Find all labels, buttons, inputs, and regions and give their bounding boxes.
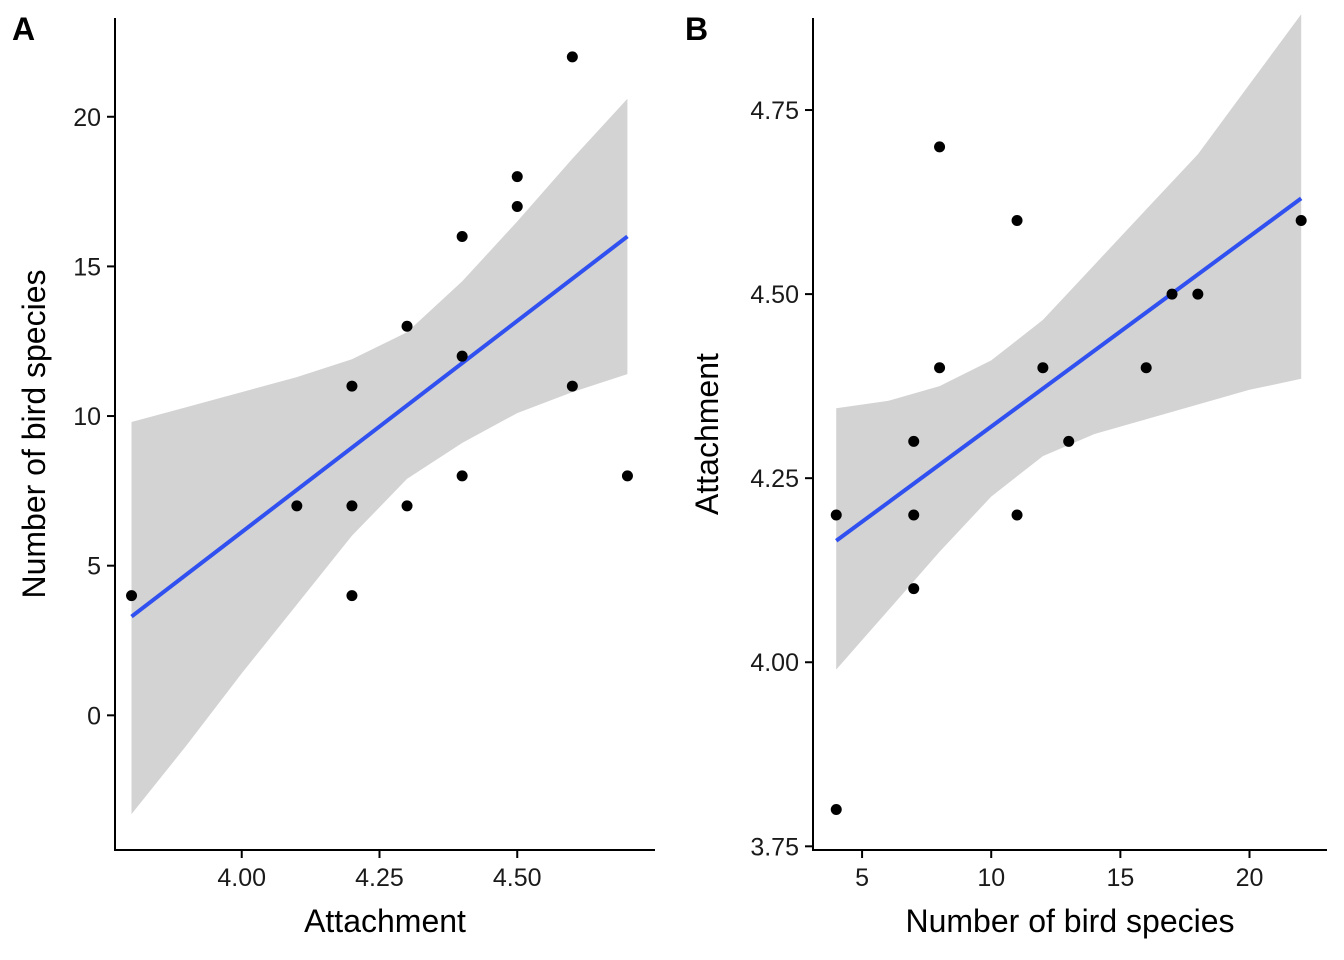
- panel-a-point-12: [566, 380, 578, 392]
- panel-b-point-2: [908, 583, 920, 595]
- panel-a-point-9: [456, 230, 468, 242]
- panel-b-point-10: [1063, 435, 1075, 447]
- panel-a-point-14: [621, 470, 633, 482]
- panel-a-point-0: [126, 590, 138, 602]
- panel-b-point-12: [1166, 288, 1178, 300]
- panel-b-point-0: [830, 804, 842, 816]
- panel-a-y-tick-label-2: 10: [73, 403, 101, 431]
- panel-b-chart: 5 10 15 20 3.75 4.00 4.25 4.50 4.75 Number of bir…: [689, 14, 1327, 939]
- panel-a-x-tick-label-2: 4.50: [493, 864, 542, 892]
- panel-b-point-7: [1011, 509, 1023, 521]
- panel-a-confidence-band: [131, 98, 628, 815]
- panel-b-y-tick-label-0: 3.75: [750, 833, 799, 861]
- panel-a-point-4: [346, 380, 358, 392]
- panel-b-y-axis-title: Attachment: [689, 353, 725, 515]
- panel-b-x-tick-label-0: 5: [855, 864, 869, 892]
- panel-b-y-tick-label-2: 4.25: [750, 465, 799, 493]
- panel-a-tag: A: [12, 11, 35, 47]
- panel-b-point-11: [1140, 362, 1152, 374]
- panel-a-fit-line: [130, 234, 629, 619]
- panel-b-confidence-band: [836, 14, 1302, 670]
- panel-a-y-tick-label-3: 15: [73, 253, 101, 281]
- panel-b-point-9: [1037, 362, 1049, 374]
- panel-a-chart: 4.00 4.25 4.50 0 5 10 15 20 Attachment Number of …: [16, 18, 655, 939]
- panel-a-point-13: [566, 51, 578, 63]
- panel-b-fit-line: [835, 196, 1303, 543]
- panel-a-y-tick-label-1: 5: [87, 553, 101, 581]
- panel-b-point-14: [1295, 214, 1307, 226]
- panel-b-point-8: [1011, 214, 1023, 226]
- panel-a-point-3: [346, 500, 358, 512]
- panel-b-point-5: [934, 362, 946, 374]
- panel-b-point-6: [934, 141, 946, 153]
- panel-b-x-tick-label-3: 20: [1236, 864, 1264, 892]
- panel-a-point-2: [346, 590, 358, 602]
- panel-a-x-tick-label-1: 4.25: [355, 864, 404, 892]
- panel-a-y-tick-label-4: 20: [73, 104, 101, 132]
- panel-b-point-1: [830, 509, 842, 521]
- panel-b-y-tick-label-1: 4.00: [750, 649, 799, 677]
- panel-b-y-tick-label-4: 4.75: [750, 97, 799, 125]
- panel-a-x-tick-label-0: 4.00: [217, 864, 266, 892]
- panel-a-y-tick-label-0: 0: [87, 702, 101, 730]
- panel-b-y-tick-label-3: 4.50: [750, 281, 799, 309]
- panel-a-point-11: [511, 171, 523, 183]
- panel-b-point-13: [1192, 288, 1204, 300]
- panel-b-tag: B: [685, 11, 708, 47]
- panel-b-x-tick-label-1: 10: [977, 864, 1005, 892]
- panel-a-point-10: [511, 201, 523, 213]
- panel-a-point-7: [456, 470, 468, 482]
- panel-a-y-axis-title: Number of bird species: [16, 269, 52, 598]
- panel-b-point-4: [908, 435, 920, 447]
- panel-a-point-8: [456, 350, 468, 362]
- panel-a-point-6: [401, 320, 413, 332]
- panel-a-point-5: [401, 500, 413, 512]
- panel-a-point-1: [291, 500, 303, 512]
- panel-b-x-axis-title: Number of bird species: [905, 903, 1234, 939]
- panel-a-x-axis-title: Attachment: [304, 903, 466, 939]
- panel-b-x-tick-label-2: 15: [1106, 864, 1134, 892]
- panel-b-point-3: [908, 509, 920, 521]
